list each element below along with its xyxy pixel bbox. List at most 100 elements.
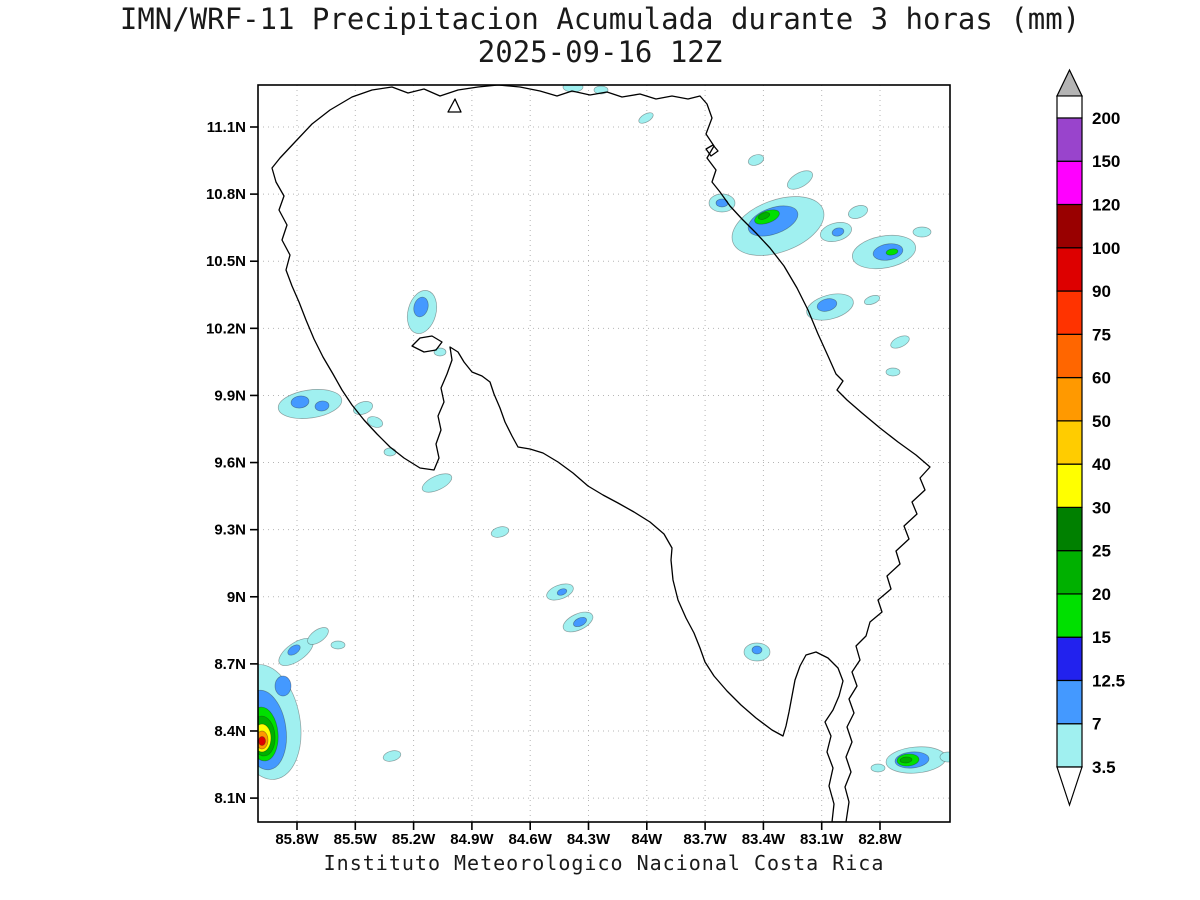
lat-tick-label: 10.8N (206, 186, 246, 203)
colorbar-tick-label: 150 (1092, 152, 1120, 171)
colorbar-tick-label: 7 (1092, 715, 1101, 734)
lat-tick-label: 9N (227, 589, 246, 606)
lat-tick-label: 11.1N (207, 119, 246, 136)
colorbar-tick-label: 200 (1092, 109, 1120, 128)
precipitation-cell (912, 226, 932, 238)
colorbar-segment (1056, 679, 1083, 725)
lat-tick-label: 10.2N (206, 320, 246, 337)
lon-tick-label: 84.9W (450, 831, 494, 848)
precipitation-cell (290, 395, 310, 409)
precipitation-cell (490, 526, 510, 538)
lat-tick-label: 9.6N (214, 455, 246, 472)
precipitation-cell (831, 227, 845, 237)
lon-tick-label: 84.3W (567, 831, 611, 848)
lon-tick-label: 83.7W (683, 831, 727, 848)
costa-rica-coastline (271, 85, 931, 822)
colorbar-segment (1056, 160, 1083, 206)
precipitation-cell (848, 205, 868, 219)
colorbar-segment (1056, 290, 1083, 335)
precipitation-cell (747, 154, 765, 166)
colorbar-segment-top (1056, 95, 1083, 119)
colorbar-tick-label: 15 (1092, 628, 1111, 647)
precipitation-cell (787, 170, 813, 190)
colorbar-segment (1056, 593, 1083, 638)
colorbar-tick-label: 90 (1092, 282, 1111, 301)
precipitation-cell (751, 645, 763, 655)
colorbar-tick-label: 75 (1092, 325, 1111, 344)
precipitation-cell (939, 751, 950, 763)
grid-lines (258, 85, 950, 822)
precipitation-cell (287, 644, 301, 656)
colorbar-tick-label: 30 (1092, 498, 1111, 517)
precipitation-cell (757, 212, 771, 220)
isla-chira-outline (411, 335, 443, 353)
plot-title: IMN/WRF-11 Precipitacion Acumulada duran… (119, 2, 1081, 36)
colorbar-segment (1056, 203, 1083, 249)
precipitation-cell (314, 400, 330, 412)
colorbar-tick-label: 60 (1092, 369, 1111, 388)
colorbar-segment (1056, 117, 1083, 162)
precipitation-cell (899, 756, 913, 764)
precipitation-cell (307, 627, 329, 645)
colorbar-arrow-bottom (1056, 766, 1083, 807)
colorbar-tick-label: 40 (1092, 455, 1111, 474)
precipitation-cell (383, 447, 397, 457)
precipitation-cell (277, 389, 343, 419)
colorbar-tick-label: 20 (1092, 585, 1111, 604)
colorbar-tick-label: 100 (1092, 239, 1120, 258)
footer-credit: Instituto Meteorologico Nacional Costa R… (323, 851, 885, 875)
precipitation-cell (556, 588, 568, 596)
lon-tick-label: 85.5W (334, 831, 378, 848)
precipitation-cell (330, 640, 346, 650)
lat-tick-label: 8.7N (214, 656, 246, 673)
lat-tick-label: 9.3N (214, 522, 246, 539)
colorbar-tick-label: 25 (1092, 542, 1111, 561)
colorbar-tick-label: 120 (1092, 195, 1120, 214)
precipitation-cell (258, 736, 266, 746)
colorbar-segment (1056, 247, 1083, 292)
lon-tick-label: 84.6W (509, 831, 553, 848)
lake-island-outline (447, 98, 462, 113)
lon-tick-label: 82.8W (858, 831, 902, 848)
lat-tick-label: 8.1N (214, 790, 246, 807)
precipitation-cell (353, 401, 373, 415)
colorbar-arrow-top (1056, 68, 1083, 97)
precipitation-cell (562, 85, 584, 93)
precipitation-cell (816, 298, 838, 312)
precipitation-cell (864, 295, 880, 305)
precipitation-cell (413, 296, 429, 318)
lon-tick-label: 83.4W (742, 831, 786, 848)
colorbar-labels: 3.5 7 12.5 15 20 25 30 40 50 60 75 90 100 120 150 200 (1092, 109, 1125, 777)
colorbar-tick-label: 3.5 (1092, 758, 1116, 777)
precipitation-cell (638, 112, 654, 124)
lat-tick-label: 9.9N (214, 387, 246, 404)
precipitation-cell (870, 763, 886, 773)
lon-tick-label: 85.8W (275, 831, 319, 848)
precipitation-cell (885, 248, 899, 256)
colorbar-tick-label: 50 (1092, 412, 1111, 431)
lon-tick-label: 85.2W (392, 831, 436, 848)
plot-valid-time: 2025-09-16 12Z (477, 35, 723, 69)
precipitation-cell (274, 675, 292, 697)
lat-tick-label: 8.4N (214, 723, 246, 740)
precipitation-cell (421, 473, 453, 493)
colorbar-segment (1056, 463, 1083, 508)
colorbar-segment (1056, 333, 1083, 379)
colorbar-segment (1056, 420, 1083, 465)
precipitation-cell (885, 367, 901, 377)
map-frame (257, 84, 951, 823)
colorbar-segment (1056, 636, 1083, 682)
precipitation-cell (573, 616, 587, 628)
coastline-layer (271, 85, 931, 822)
colorbar (1056, 68, 1083, 807)
lon-tick-label: 83.1W (800, 831, 844, 848)
precipitation-cell (433, 347, 447, 357)
lat-tick-label: 10.5N (206, 253, 246, 270)
colorbar-segment (1056, 723, 1083, 768)
precipitation-cell (366, 416, 384, 428)
axis-ticks (250, 126, 881, 830)
axis-labels: 85.8W 85.5W 85.2W 84.9W 84.6W 84.3W 84W 83.7W 83… (206, 119, 903, 848)
precipitation-cell (890, 335, 910, 349)
